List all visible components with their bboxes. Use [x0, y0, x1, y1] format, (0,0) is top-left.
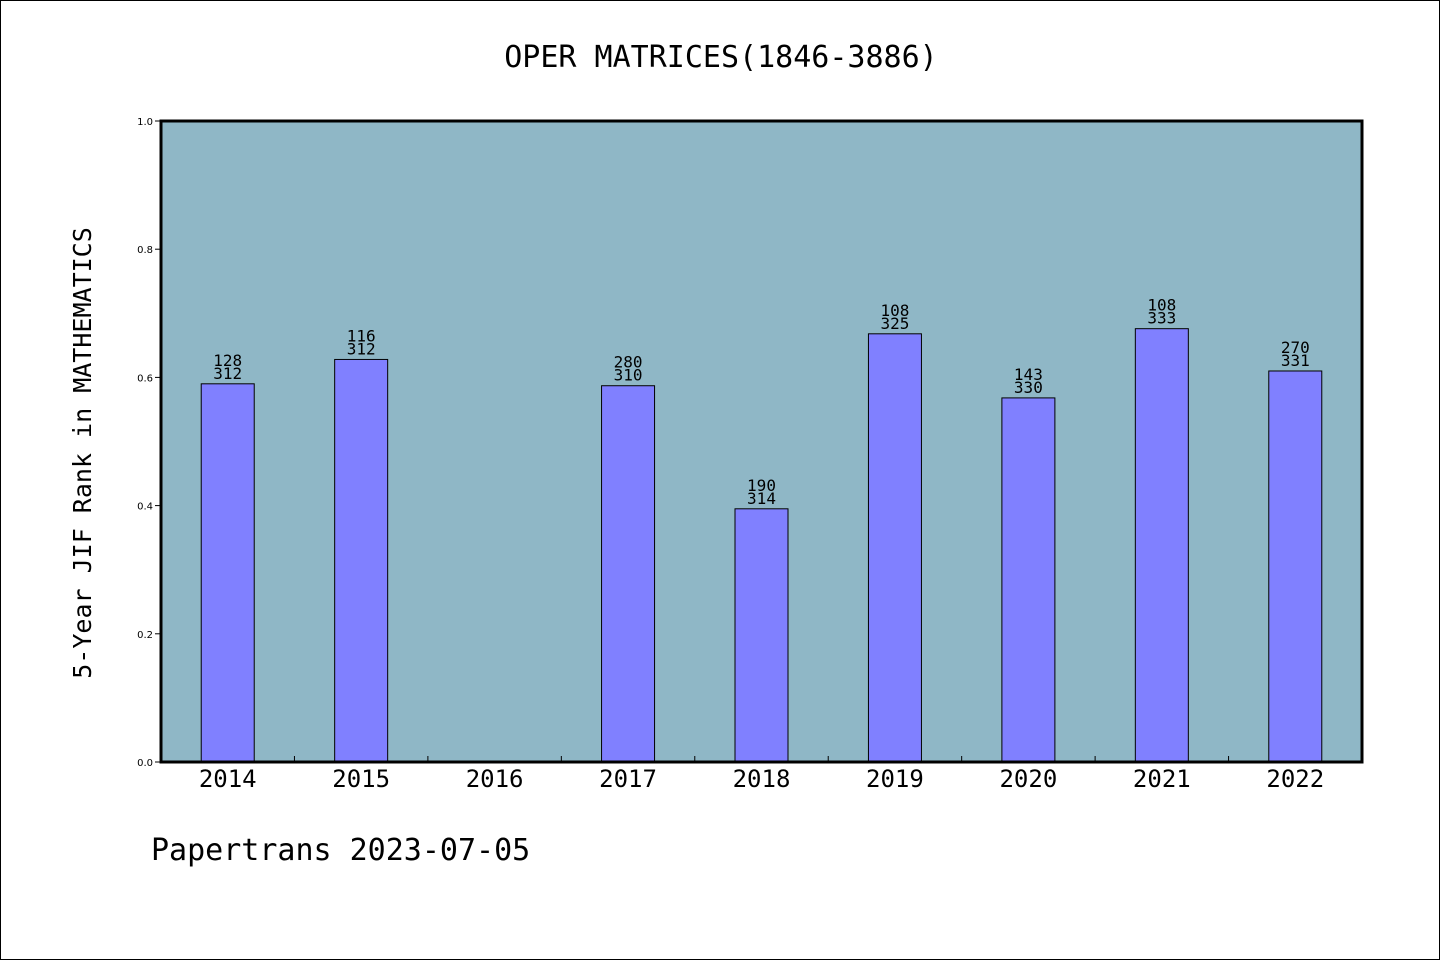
- y-tick-label: 0.6: [137, 373, 153, 384]
- bar-2018: [734, 508, 789, 763]
- bar-label-bottom-2022: 331: [1281, 351, 1310, 370]
- bar-2020: [1001, 397, 1056, 763]
- x-tick-label-2020: 2020: [999, 765, 1057, 793]
- bar-label-bottom-2014: 312: [213, 364, 242, 383]
- bar-label-top-2019: 108: [880, 301, 909, 320]
- chart-title: OPER MATRICES(1846-3886): [504, 40, 937, 75]
- bar-2019: [867, 333, 922, 763]
- bar-2017: [601, 385, 656, 763]
- bar-2021: [1134, 328, 1189, 763]
- y-tick-label: 0.0: [137, 758, 153, 769]
- x-tick-label-2016: 2016: [466, 765, 524, 793]
- footer-source: Papertrans: [151, 833, 332, 868]
- x-tick-label-2018: 2018: [733, 765, 791, 793]
- bar-label-top-2018: 190: [747, 476, 776, 495]
- x-tick-label-2015: 2015: [332, 765, 390, 793]
- bar-2015: [334, 358, 389, 763]
- bar-label-top-2014: 128: [213, 351, 242, 370]
- bar-label-bottom-2015: 312: [347, 339, 376, 358]
- y-tick-label: 1.0: [137, 117, 153, 128]
- x-tick-label-2014: 2014: [199, 765, 257, 793]
- bar-2022: [1268, 370, 1323, 763]
- plot-border: [159, 119, 1364, 764]
- y-tick-label: 0.8: [137, 245, 153, 256]
- bar-label-bottom-2020: 330: [1014, 378, 1043, 397]
- x-tick-label-2019: 2019: [866, 765, 924, 793]
- bar-label-top-2022: 270: [1281, 338, 1310, 357]
- y-axis-label: 5-Year JIF Rank in MATHEMATICS: [68, 227, 97, 679]
- y-tick-label: 0.4: [137, 502, 153, 513]
- footer-date: 2023-07-05: [349, 833, 531, 868]
- y-tick-label: 0.2: [137, 630, 153, 641]
- bar-label-top-2017: 280: [614, 353, 643, 372]
- x-tick-label-2021: 2021: [1133, 765, 1191, 793]
- bar-label-top-2015: 116: [347, 326, 376, 345]
- x-tick-label-2017: 2017: [599, 765, 657, 793]
- bar-label-bottom-2019: 325: [880, 314, 909, 333]
- bar-label-bottom-2017: 310: [614, 366, 643, 385]
- bar-label-bottom-2021: 333: [1147, 309, 1176, 328]
- bar-2014: [200, 383, 255, 763]
- bar-label-bottom-2018: 314: [747, 489, 776, 508]
- footer-credit: Papertrans 2023-07-05: [151, 833, 530, 868]
- bar-label-top-2020: 143: [1014, 365, 1043, 384]
- bar-label-top-2021: 108: [1147, 296, 1176, 315]
- x-tick-label-2022: 2022: [1266, 765, 1324, 793]
